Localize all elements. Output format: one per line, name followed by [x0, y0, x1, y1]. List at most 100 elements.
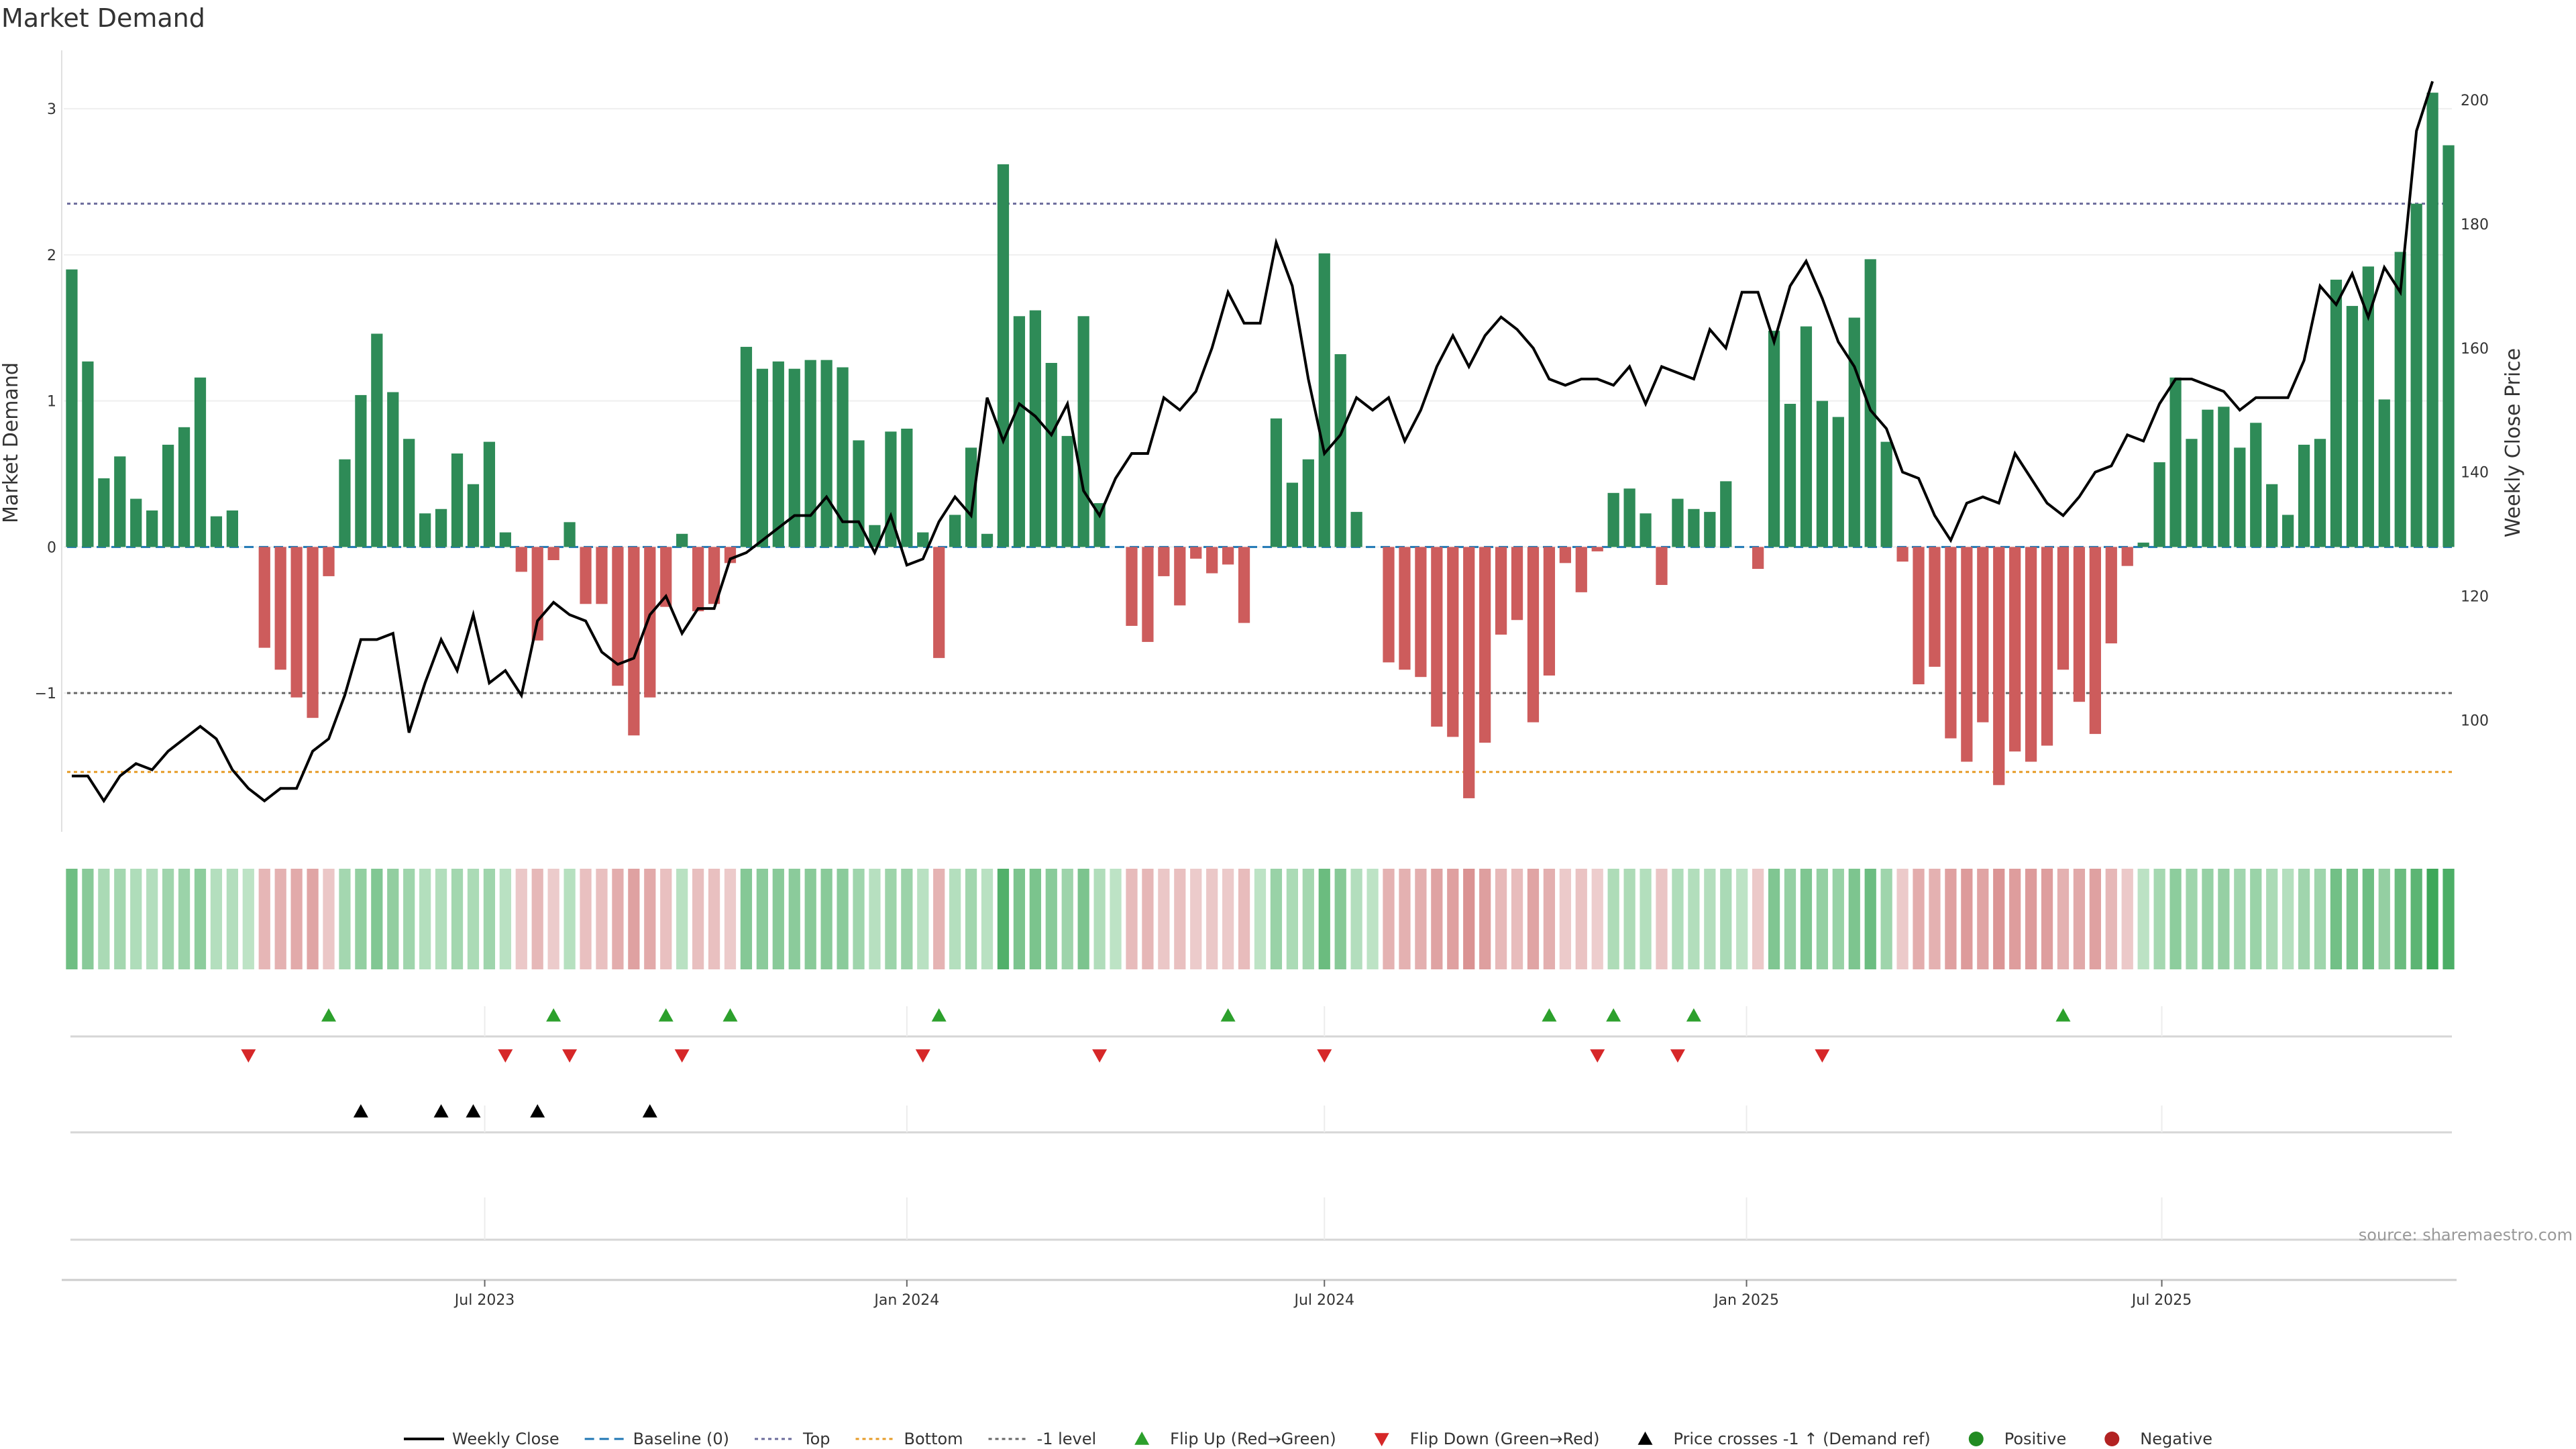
heat-cell: [1254, 869, 1267, 969]
positive-demand-bar: [2202, 409, 2214, 547]
positive-demand-bar: [1302, 459, 1314, 547]
heat-cell: [933, 869, 945, 969]
heat-cell: [2009, 869, 2021, 969]
legend-symbol: [1968, 1432, 1984, 1446]
positive-demand-bar: [1334, 354, 1346, 547]
heat-cell: [483, 869, 496, 969]
heat-cell: [194, 869, 207, 969]
heat-cell: [274, 869, 286, 969]
heat-cell: [1431, 869, 1443, 969]
legend-item: -1 level: [988, 1430, 1096, 1448]
heat-cell: [1013, 869, 1026, 969]
negative-demand-bar: [258, 547, 270, 648]
positive-demand-bar: [1704, 512, 1716, 547]
heat-cell: [1463, 869, 1475, 969]
right-y-tick-label: 180: [2461, 217, 2489, 233]
positive-demand-bar: [949, 515, 961, 547]
positive-demand-bar: [2266, 484, 2278, 547]
heat-cell: [772, 869, 784, 969]
positive-demand-bar: [483, 441, 496, 547]
negative-demand-bar: [1238, 547, 1250, 623]
heat-cell: [2105, 869, 2117, 969]
positive-demand-bar: [1318, 253, 1330, 547]
heat-cell: [804, 869, 816, 969]
heat-cell: [1318, 869, 1330, 969]
legend-item: Weekly Close: [404, 1430, 559, 1448]
negative-demand-bar: [1752, 547, 1764, 570]
heat-cell: [981, 869, 994, 969]
heat-cell: [853, 869, 865, 969]
negative-demand-bar: [1993, 547, 2005, 786]
legend-label: Flip Up (Red→Green): [1170, 1430, 1336, 1448]
heat-cell: [2426, 869, 2438, 969]
heat-cell: [98, 869, 110, 969]
heat-cell: [1270, 869, 1283, 969]
x-tick-label: Jan 2024: [873, 1292, 939, 1309]
heat-cell: [226, 869, 238, 969]
positive-demand-bar: [226, 510, 238, 547]
x-tick-label: Jul 2024: [1293, 1292, 1354, 1309]
legend-symbol: [1638, 1432, 1653, 1445]
price-cross-marker: [642, 1104, 657, 1118]
flip-down-marker: [1092, 1049, 1108, 1063]
heat-cell: [724, 869, 737, 969]
heat-cell: [1864, 869, 1876, 969]
left-y-tick-label: 0: [47, 539, 56, 556]
positive-demand-bar: [901, 428, 913, 547]
heat-cell: [1415, 869, 1427, 969]
positive-demand-bar: [1077, 316, 1089, 547]
positive-demand-bar: [130, 498, 142, 547]
price-cross-marker: [433, 1104, 449, 1118]
heat-cell: [1061, 869, 1073, 969]
heat-cell: [1383, 869, 1395, 969]
positive-demand-bar: [339, 459, 351, 547]
positive-demand-bar: [403, 439, 415, 547]
heat-cell: [1511, 869, 1523, 969]
positive-demand-bar: [1848, 317, 1860, 547]
negative-demand-bar: [580, 547, 592, 604]
positive-demand-bar: [2426, 93, 2438, 547]
positive-demand-bar: [772, 361, 784, 547]
heat-cell: [146, 869, 158, 969]
right-y-tick-label: 200: [2461, 93, 2489, 109]
negative-demand-bar: [290, 547, 303, 698]
legend-symbol: [1134, 1432, 1150, 1445]
positive-demand-bar: [1350, 512, 1362, 547]
price-cross-marker: [530, 1104, 545, 1118]
positive-demand-bar: [2394, 252, 2406, 547]
heat-cell: [242, 869, 254, 969]
positive-demand-bar: [1013, 316, 1026, 547]
heat-cell: [2137, 869, 2149, 969]
heat-cell: [1110, 869, 1122, 969]
heat-cell: [2186, 869, 2198, 969]
heat-cell: [1993, 869, 2005, 969]
legend-item: Baseline (0): [584, 1430, 729, 1448]
negative-demand-bar: [708, 547, 720, 604]
legend-label: Bottom: [904, 1430, 963, 1448]
right-y-tick-label: 120: [2461, 589, 2489, 606]
negative-demand-bar: [1174, 547, 1186, 606]
heat-cell: [1591, 869, 1603, 969]
legend-symbol: [2104, 1432, 2120, 1446]
negative-demand-bar: [1158, 547, 1170, 576]
positive-demand-bar: [1029, 310, 1041, 547]
negative-demand-bar: [1222, 547, 1234, 565]
legend-item: Price crosses -1 ↑ (Demand ref): [1638, 1430, 1931, 1448]
heat-cell: [2314, 869, 2326, 969]
legend-item: Negative: [2104, 1430, 2212, 1448]
left-y-tick-label: 2: [47, 248, 56, 264]
flip-down-marker: [241, 1049, 256, 1063]
positive-demand-bar: [98, 478, 110, 547]
left-y-tick-label: 1: [47, 394, 56, 411]
heat-cell: [1896, 869, 1909, 969]
flip-up-marker: [1686, 1008, 1701, 1022]
heat-cell: [1077, 869, 1089, 969]
positive-demand-bar: [788, 368, 800, 547]
positive-demand-bar: [210, 516, 223, 547]
heat-cell: [2266, 869, 2278, 969]
legend-label: Baseline (0): [633, 1430, 729, 1448]
negative-demand-bar: [2057, 547, 2070, 670]
heat-cell: [82, 869, 94, 969]
heat-cell: [1752, 869, 1764, 969]
heat-cell: [371, 869, 383, 969]
